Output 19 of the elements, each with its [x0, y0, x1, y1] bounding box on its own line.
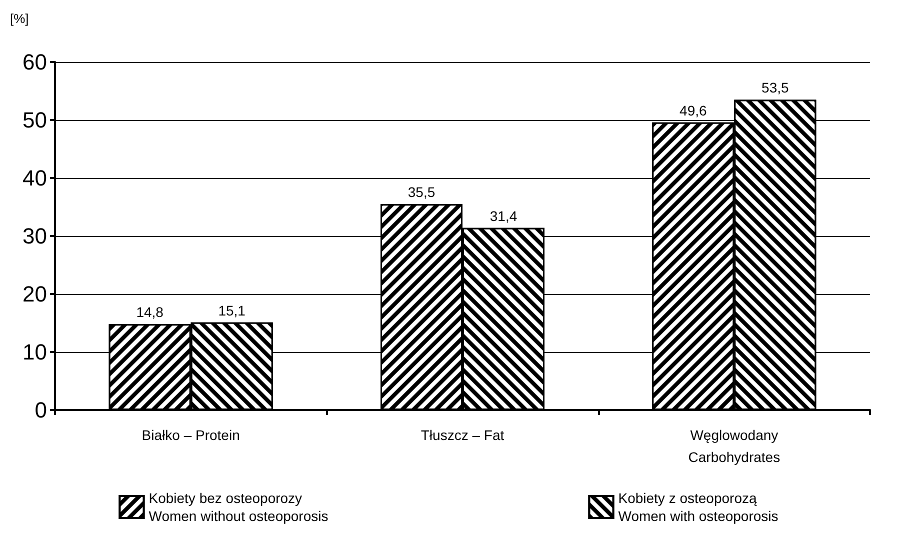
- data-label: 49,6: [680, 102, 708, 118]
- legend-label: Kobiety z osteoporozą Women with osteoporosis: [618, 490, 778, 524]
- x-tick-label: Tłuszcz – Fat: [420, 427, 504, 443]
- data-label: 14,8: [136, 304, 164, 320]
- y-tick-label: 60: [22, 50, 47, 74]
- data-label: 15,1: [218, 302, 246, 318]
- legend-label: Kobiety bez osteoporozy Women without osteoporosis: [148, 490, 328, 524]
- y-tick-label: 30: [22, 224, 47, 248]
- data-label: 35,5: [408, 184, 436, 200]
- y-tick-label: 0: [34, 398, 47, 422]
- data-label: 31,4: [490, 208, 518, 224]
- data-label: 53,5: [762, 80, 790, 96]
- x-tick-label: Węglowodany Carbohydrates: [688, 427, 780, 465]
- y-tick-label: 50: [22, 108, 47, 132]
- y-tick-label: 20: [22, 282, 47, 306]
- y-tick-label: 10: [22, 340, 47, 364]
- y-axis-title: [%]: [10, 11, 29, 26]
- x-tick-label: Białko – Protein: [142, 427, 240, 443]
- y-tick-label: 40: [22, 166, 47, 190]
